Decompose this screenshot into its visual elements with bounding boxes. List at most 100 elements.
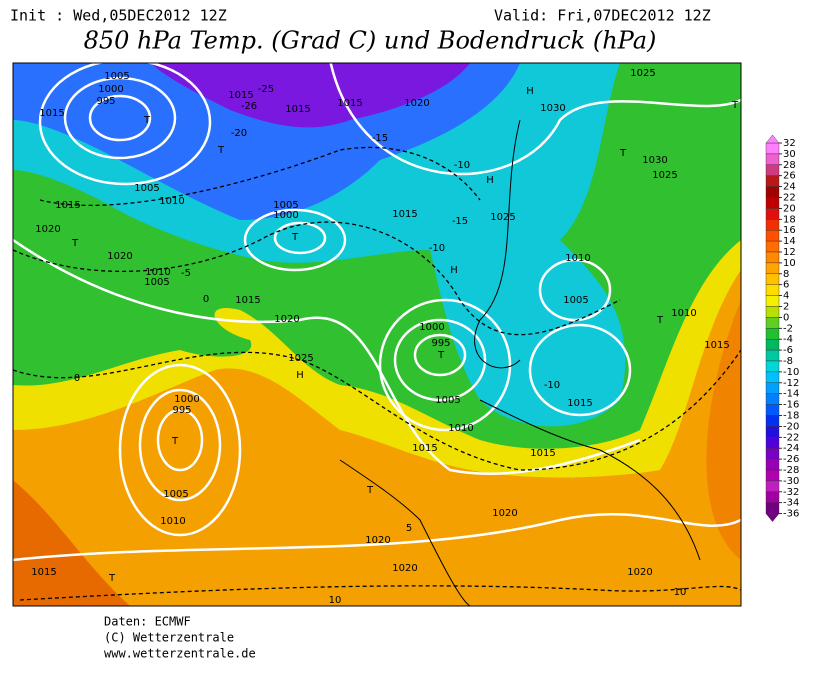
website: www.wetterzentrale.de [104,647,256,661]
contour-label: -15 [372,133,388,144]
contour-label: 1010 [145,267,170,278]
legend-label: -2 [783,323,793,334]
contour-label: 1015 [285,104,310,115]
legend-swatch [765,273,780,285]
legend-label: -6 [783,345,793,356]
legend-swatch [765,382,780,394]
isotherms [13,146,741,601]
contour-label: 0 [203,294,209,305]
contour-label: 1015 [530,448,555,459]
warm-zone [13,480,130,606]
coldest-zone [150,63,470,128]
legend-label: -14 [783,389,799,400]
legend-swatch [765,349,780,362]
pressure-center: H [486,175,494,186]
legend-swatch [765,339,780,351]
data-source: Daten: ECMWF [104,615,191,629]
contour-label: -20 [231,128,247,139]
pressure-center: T [619,148,627,159]
contour-label: 1015 [228,90,253,101]
legend-swatch [765,164,780,176]
legend-swatch [765,186,780,198]
contour-label: 1020 [404,98,429,109]
contour-label: 1015 [337,98,362,109]
contour-label: -10 [429,243,445,254]
legend-swatch [765,404,780,416]
contour-label: 1015 [235,295,260,306]
legend-swatch [765,175,780,187]
legend-label: 26 [783,171,796,182]
contour-label: 1015 [31,567,56,578]
contour-label: 1020 [35,224,60,235]
contour-label: 995 [172,405,191,416]
legend-swatch [765,142,780,155]
contour-label: 1020 [365,535,390,546]
legend-swatch [765,240,780,253]
contour-label: 1025 [288,353,313,364]
legend-label: 6 [783,280,789,291]
legend-label: -22 [783,432,799,443]
legend-swatch [765,480,780,492]
copyright: (C) Wetterzentrale [104,631,234,645]
valid-time: Valid: Fri,07DEC2012 12Z [494,7,711,25]
legend-swatch [765,360,780,373]
contour-label: 1015 [412,443,437,454]
contour-label: 1015 [55,200,80,211]
contour-label: -10 [544,380,560,391]
contour-label: 10 [329,595,342,606]
legend-tip [765,513,780,522]
legend-label: -12 [783,378,799,389]
contour-label: 995 [431,338,450,349]
legend-label: 28 [783,160,796,171]
legend-label: 20 [783,203,796,214]
pressure-center: T [366,485,374,496]
contour-label: 1025 [652,170,677,181]
legend-label: -30 [783,476,799,487]
isobars [13,63,741,562]
contour-label: 1020 [627,567,652,578]
contour-label: 1005 [144,277,169,288]
legend-swatch [765,469,780,482]
legend-swatch [765,502,780,514]
contour-label: 1015 [39,108,64,119]
contour-label: 1025 [490,212,515,223]
contour-label: 1020 [392,563,417,574]
legend-swatch [765,229,780,242]
pressure-center: T [71,238,79,249]
map-frame [12,62,742,607]
contour-label: -26 [241,101,257,112]
legend-label: 12 [783,247,796,258]
contour-label: 1005 [163,489,188,500]
legend-swatch [765,371,780,383]
pressure-center: T [437,350,445,361]
legend-label: 24 [783,182,796,193]
pressure-center: T [656,315,664,326]
legend-swatch [765,415,780,427]
contour-label: 1010 [448,423,473,434]
contour-label: 1025 [630,68,655,79]
coastlines [339,119,701,606]
legend-label: -32 [783,487,799,498]
map-title: 850 hPa Temp. (Grad C) und Bodendruck (h… [84,27,657,55]
legend-swatch [765,208,780,220]
legend-label: -4 [783,334,793,345]
legend-label: -26 [783,454,799,465]
legend-swatch [765,328,780,340]
legend-label: 2 [783,302,789,313]
contour-label: -15 [452,216,468,227]
contour-label: 1030 [642,155,667,166]
legend-swatch [765,458,780,471]
contour-label: 1015 [704,340,729,351]
legend-swatch [765,153,780,165]
contour-label: 1000 [98,84,123,95]
contour-label: 10 [674,587,687,598]
contour-label: -10 [454,160,470,171]
contour-label: 1030 [540,103,565,114]
contour-label: 1005 [273,200,298,211]
pressure-center: T [171,436,179,447]
legend-label: 8 [783,269,789,280]
contour-label: 1000 [273,210,298,221]
legend-swatch [765,317,780,329]
legend-label: 18 [783,214,796,225]
legend-label: -36 [783,509,799,520]
